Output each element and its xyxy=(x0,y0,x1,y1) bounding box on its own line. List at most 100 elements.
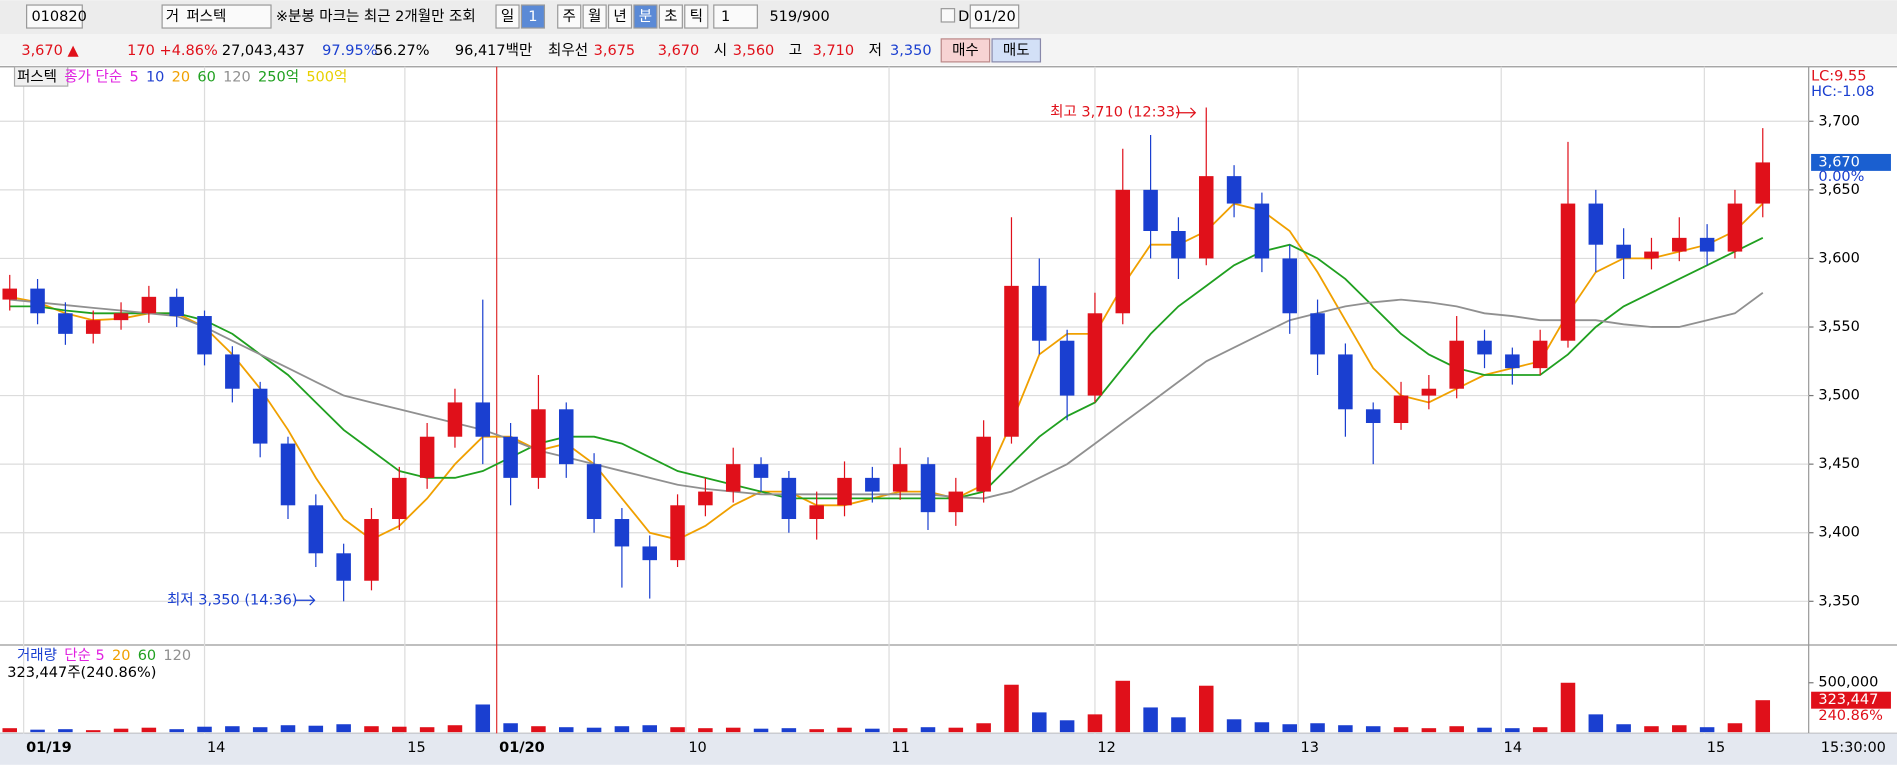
last-volume: 323,447 xyxy=(1818,692,1878,708)
candle-body xyxy=(948,491,964,513)
candle-body xyxy=(419,436,435,478)
volume-legend: 60 xyxy=(138,648,156,664)
period-button[interactable] xyxy=(520,4,546,29)
volume-bar xyxy=(419,727,435,733)
period-button[interactable] xyxy=(684,4,709,29)
x-tick-label: 10 xyxy=(688,740,706,756)
last-volume-box xyxy=(1811,691,1891,709)
candle-body xyxy=(976,436,991,492)
period-label: 분 xyxy=(639,9,652,25)
legend-entry: 500억 xyxy=(306,69,347,86)
last-volume-rate: 240.86% xyxy=(1818,708,1883,724)
volume-legend: 단순 5 xyxy=(64,647,105,664)
candle-body xyxy=(1032,285,1047,341)
candle-body xyxy=(1198,176,1214,259)
candle-body xyxy=(392,477,407,520)
date-box[interactable] xyxy=(969,4,1020,29)
volume-bar xyxy=(197,726,212,733)
candle-body xyxy=(197,316,212,355)
candle-body xyxy=(475,402,491,437)
x-tick-label: 01/20 xyxy=(499,740,545,756)
y-tick-label: 3,650 xyxy=(1818,182,1860,198)
volume-bar xyxy=(252,727,268,733)
ratio1: 97.95% xyxy=(322,43,377,59)
volume-bar xyxy=(336,724,351,733)
legend-entry: 5 xyxy=(129,70,138,86)
x-tick-label: 14 xyxy=(207,740,225,756)
sell[interactable]: 매도 xyxy=(1003,42,1030,59)
sell-button[interactable] xyxy=(991,38,1042,63)
last-rate: 0.00% xyxy=(1818,169,1864,185)
candle-body xyxy=(1310,313,1325,355)
candle-body xyxy=(1588,203,1604,245)
volume-bar xyxy=(642,725,657,733)
checkbox[interactable] xyxy=(940,8,956,23)
period-button[interactable] xyxy=(495,4,520,29)
code: 010820 xyxy=(31,9,86,25)
candle-body xyxy=(725,464,741,492)
x-tick-label: 14 xyxy=(1504,740,1522,756)
period-button[interactable] xyxy=(633,4,658,29)
interval-box[interactable] xyxy=(713,4,758,29)
volume-bar xyxy=(169,729,184,733)
candle-body xyxy=(809,505,824,520)
volume-bar xyxy=(58,729,73,733)
volume-bar xyxy=(1059,720,1075,733)
candle-body xyxy=(1727,203,1743,252)
period-label: 틱 xyxy=(690,8,703,25)
volume-bar xyxy=(614,726,630,733)
count: 519/900 xyxy=(769,9,829,25)
volume-legend: 거래량 xyxy=(17,647,57,664)
volume-bar xyxy=(364,726,379,733)
period-label: 주 xyxy=(563,9,576,25)
open-label: 시 xyxy=(714,43,727,59)
period-button[interactable] xyxy=(607,4,633,29)
period-label: 년 xyxy=(613,8,626,25)
candle-body xyxy=(1672,237,1687,252)
volume-bar xyxy=(1115,680,1131,733)
volume-bar xyxy=(670,727,685,733)
period-button[interactable] xyxy=(582,4,607,29)
period-button[interactable] xyxy=(557,4,582,29)
volume-bar xyxy=(1338,725,1353,733)
bid: 3,670 xyxy=(658,43,700,59)
x-tick-label: 15 xyxy=(407,740,425,756)
volume-bar xyxy=(1421,728,1437,733)
volume-bar xyxy=(1699,727,1715,733)
rate: +4.86% xyxy=(160,43,218,59)
buy[interactable]: 매수 xyxy=(952,42,979,59)
period-button[interactable] xyxy=(658,4,683,29)
volume-bar xyxy=(1254,722,1270,733)
volume-summary: 323,447주(240.86%) xyxy=(7,665,156,681)
volume-bar xyxy=(531,726,546,733)
x-tick-label: 13 xyxy=(1300,740,1318,756)
high-label: 고 xyxy=(789,43,802,59)
y-tick-label: 3,450 xyxy=(1818,456,1860,472)
volume-bar xyxy=(1310,723,1325,733)
x-axis xyxy=(0,733,1897,765)
buy-button[interactable] xyxy=(940,38,991,63)
candle-body xyxy=(1226,176,1242,204)
volume-bar xyxy=(1727,723,1743,733)
best-label: 최우선 xyxy=(548,42,588,59)
volume-bar xyxy=(85,730,101,733)
code-box[interactable] xyxy=(26,4,83,29)
volume-bar xyxy=(475,704,491,733)
volume-bar xyxy=(586,727,602,733)
candle-body xyxy=(225,354,240,389)
volume-bar xyxy=(1532,727,1548,733)
candle-body xyxy=(920,464,936,513)
name-box[interactable] xyxy=(161,4,272,29)
y-tick-label: 500,000 xyxy=(1818,675,1878,691)
candle-body xyxy=(169,296,184,317)
candle-body xyxy=(58,313,73,334)
volume-bar xyxy=(113,728,129,733)
candle-body xyxy=(781,477,797,520)
period-label: 일 xyxy=(501,8,514,25)
candle-body xyxy=(586,464,602,520)
legend-entry: 10 xyxy=(146,70,164,86)
candle-body xyxy=(614,519,630,547)
min-annotation: 최저 3,350 (14:36) xyxy=(167,591,298,608)
plot: 3,350 3,400 3,450 3,500 3,550 3,600 3,650 3,700… xyxy=(0,66,1891,756)
candle-body xyxy=(252,388,268,444)
